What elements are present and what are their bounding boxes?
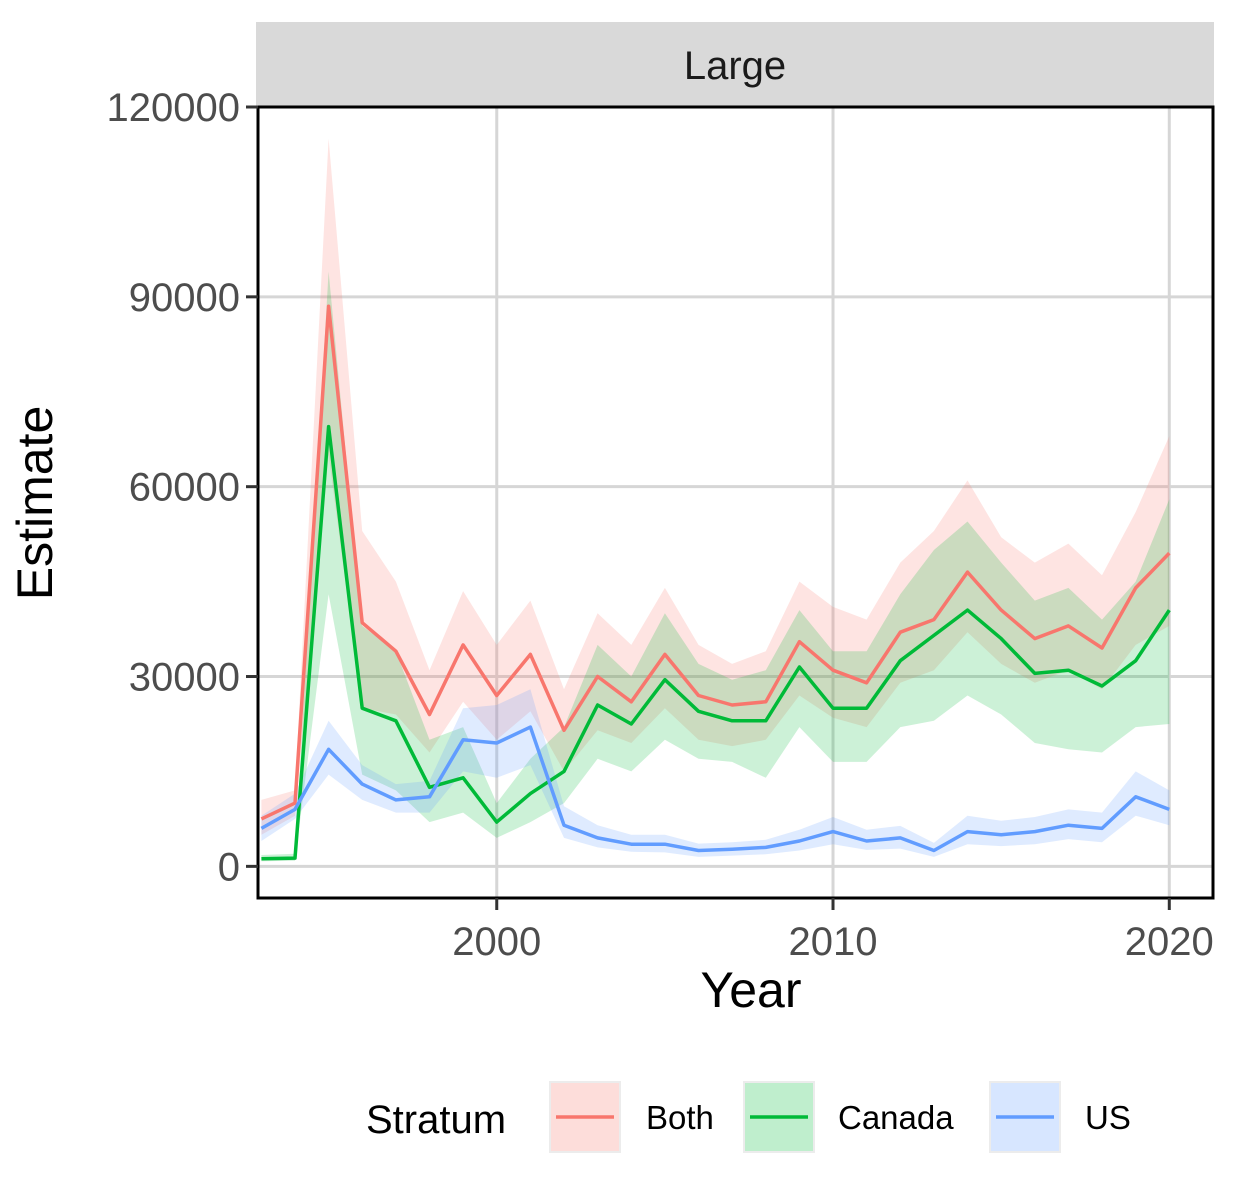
panel-border [256,105,1215,900]
y-tick-label: 0 [218,845,240,889]
x-tick-label: 2020 [1125,920,1214,964]
facet-strip [256,22,1214,106]
legend-label-canada: Canada [838,1099,954,1136]
ribbon-canada [261,271,1170,862]
facet-label: Large [684,44,786,88]
y-tick-label: 120000 [107,86,240,130]
legend-title: Stratum [366,1098,506,1142]
y-tick-label: 30000 [129,656,240,700]
x-axis-title: Year [700,962,801,1018]
legend: Stratum Both Canada US [366,1081,1131,1153]
x-tick-label: 2000 [452,920,541,964]
line-us [260,725,1170,853]
line-both [260,304,1171,821]
ribbon-both [261,138,1170,835]
y-tick-label: 90000 [129,276,240,320]
y-tick-label: 60000 [129,466,240,510]
x-tick-label: 2010 [789,920,878,964]
y-axis: 0 30000 60000 90000 120000 [107,86,258,889]
series-lines [260,304,1171,861]
plot-panel [256,105,1215,900]
confidence-ribbons [261,138,1170,862]
y-axis-title: Estimate [7,406,63,601]
line-canada [261,424,1171,861]
legend-label-us: US [1085,1099,1131,1136]
legend-label-both: Both [646,1099,714,1136]
x-axis: 2000 2010 2020 [452,898,1214,964]
ribbon-us [261,689,1170,857]
